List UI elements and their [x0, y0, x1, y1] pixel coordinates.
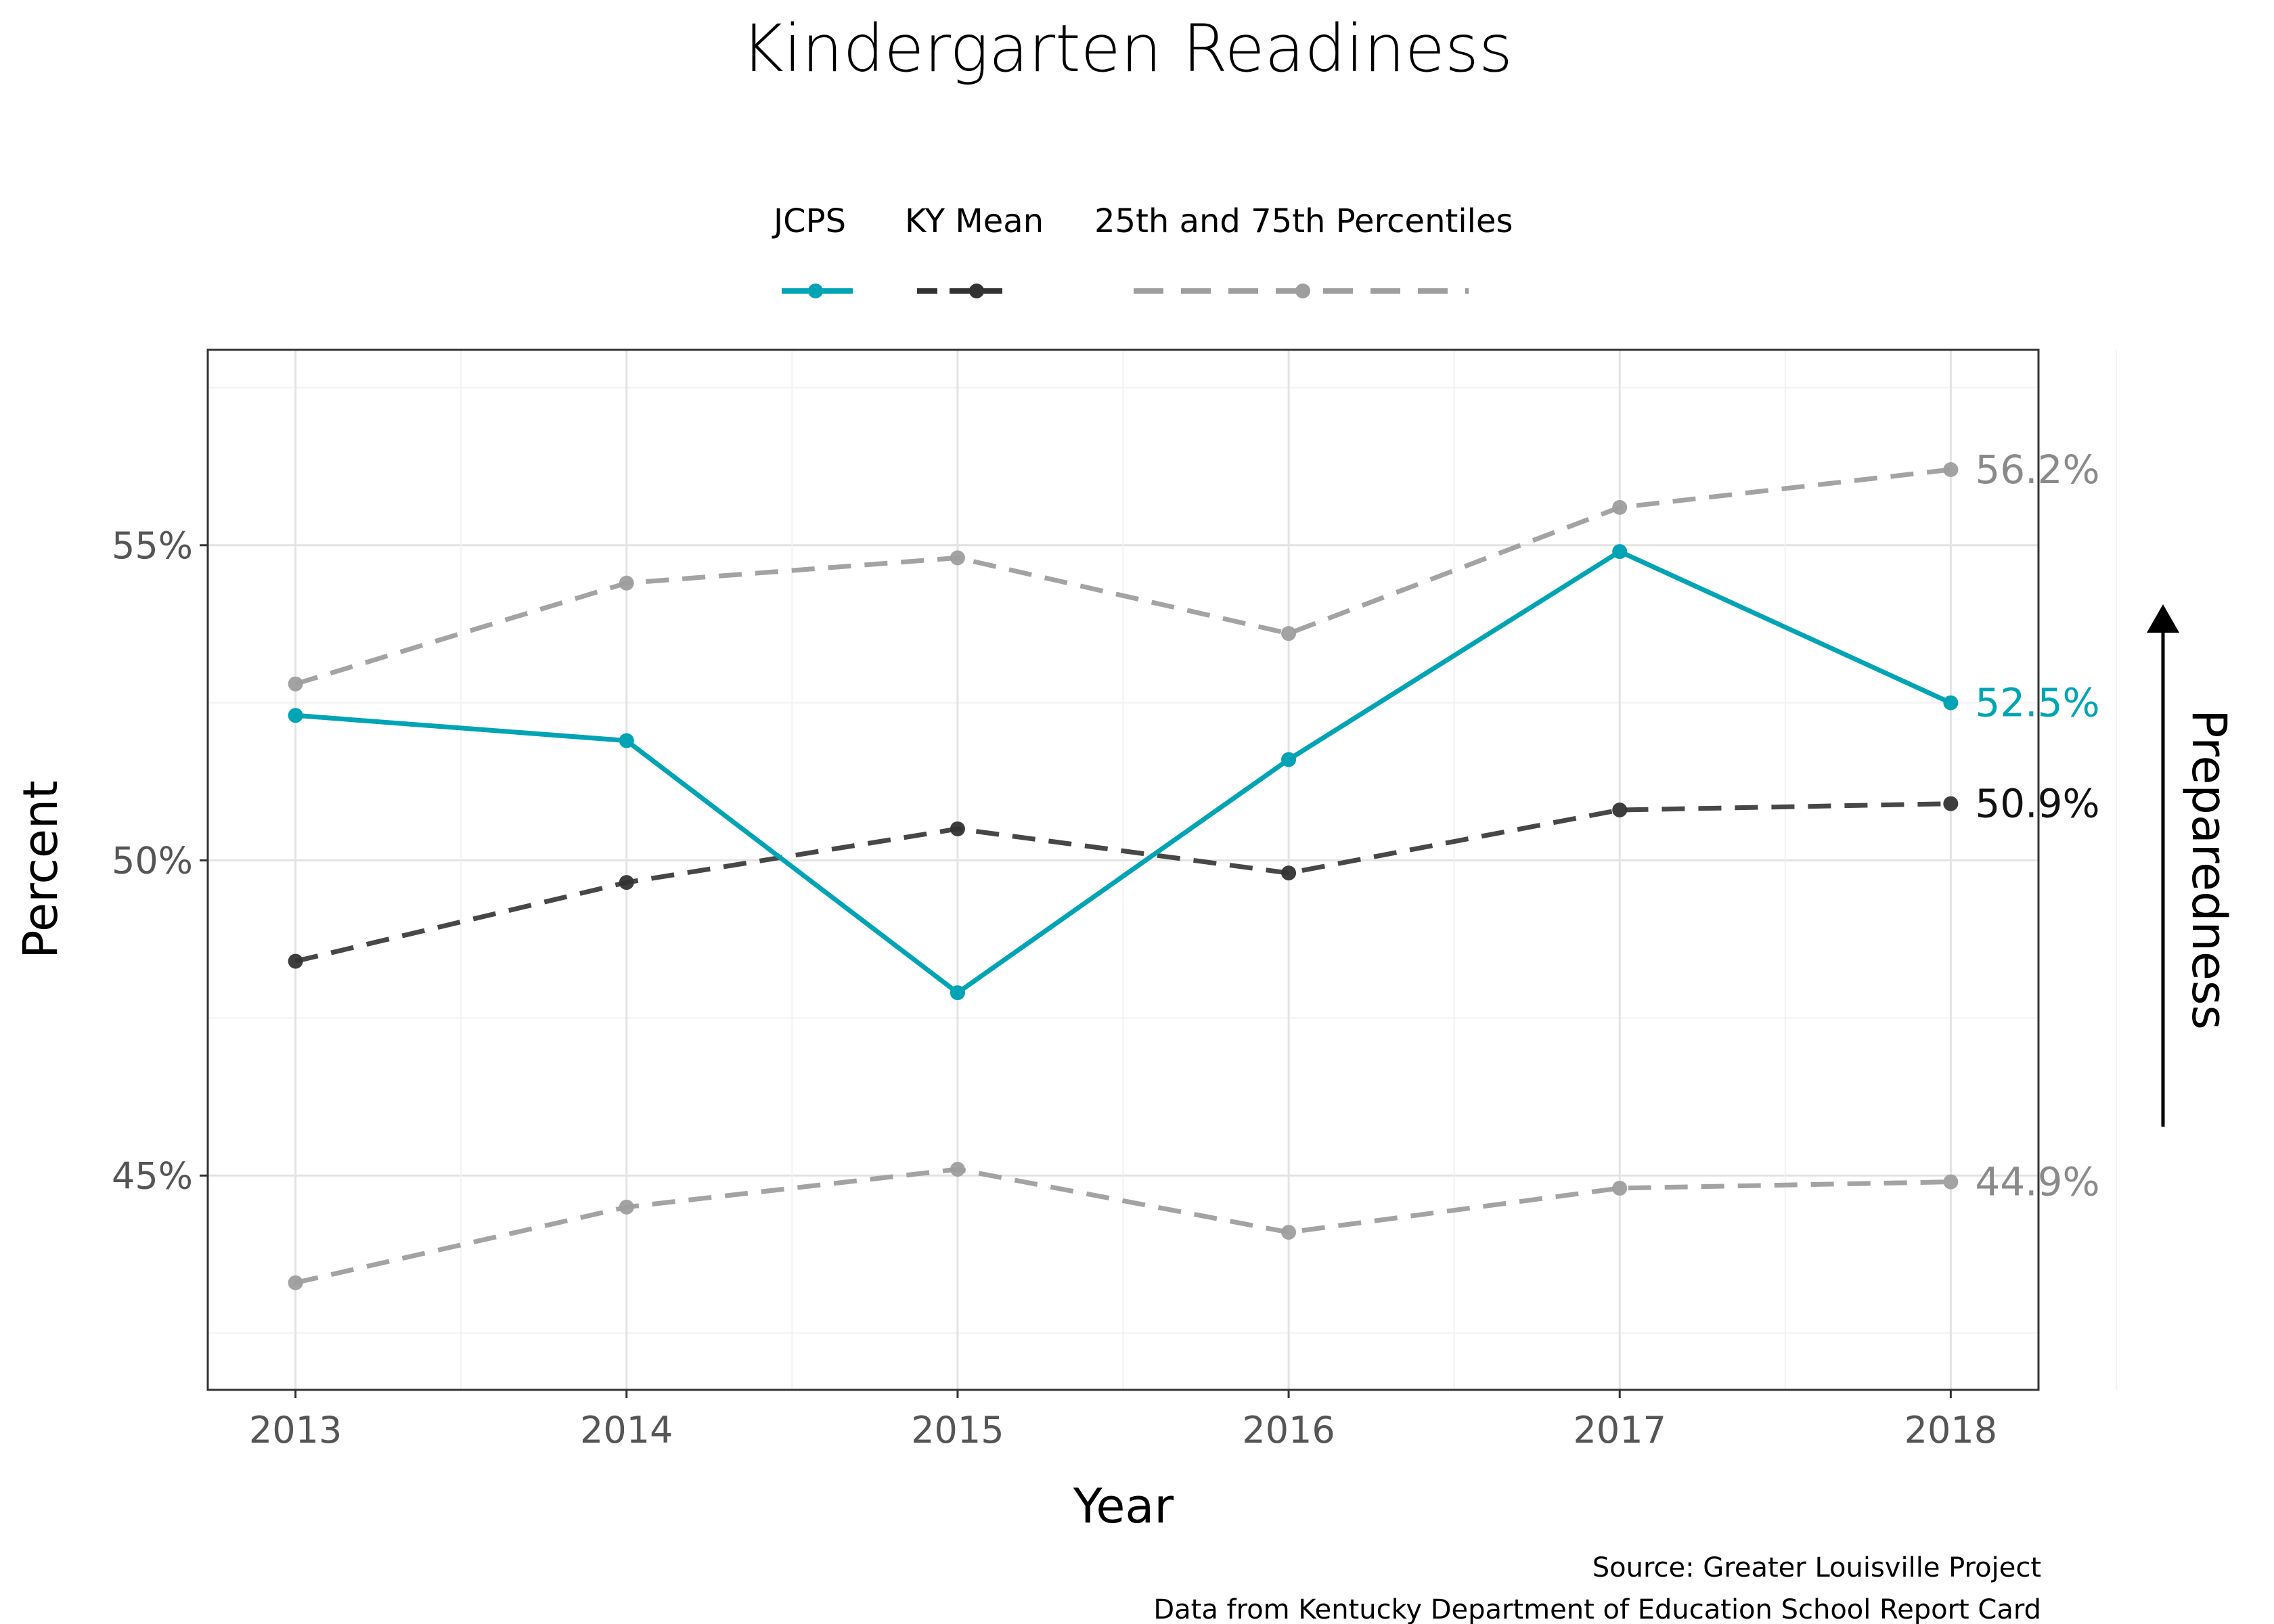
data-point: [619, 1199, 634, 1215]
end-label-1: 50.9%: [1975, 781, 2099, 827]
data-point: [950, 550, 965, 566]
data-point: [1281, 865, 1297, 881]
data-point: [1612, 1180, 1628, 1196]
end-labels: 52.5% 50.9% 56.2% 44.9%: [1975, 447, 2099, 1205]
data-point: [1943, 695, 1959, 710]
x-tick-label: 2018: [1904, 1409, 1997, 1451]
legend-key-point-2: [1295, 284, 1310, 298]
data-point: [1281, 1225, 1297, 1240]
chart-title: Kindergarten Readiness: [741, 11, 1513, 87]
data-point: [1281, 752, 1297, 767]
x-tick-label: 2015: [911, 1409, 1004, 1451]
series-line-2: [294, 467, 1951, 687]
data-point: [1612, 544, 1628, 560]
y-tick-label: 55%: [112, 524, 193, 567]
legend-key-point-0: [808, 284, 823, 298]
legend-key-point-1: [969, 284, 984, 298]
data-point: [619, 875, 634, 890]
y-axis: 45% 50% 55%: [112, 524, 208, 1197]
series-line-0: [295, 549, 1952, 995]
legend-label-ky-mean: KY Mean: [905, 202, 1044, 240]
preparedness-label: Preparedness: [2181, 709, 2237, 1030]
data-point: [1612, 803, 1628, 818]
data-point: [619, 575, 634, 591]
data-point: [950, 985, 965, 1001]
data-point: [950, 1161, 965, 1177]
grid: [208, 350, 2117, 1390]
data-point: [288, 1275, 303, 1290]
caption-data: Data from Kentucky Department of Educati…: [1153, 1594, 2041, 1624]
data-point: [288, 708, 303, 723]
y-tick-label: 50%: [112, 840, 193, 882]
y-tick-label: 45%: [112, 1154, 193, 1197]
preparedness-arrow: Preparedness: [2147, 604, 2237, 1127]
data-point: [1943, 796, 1959, 811]
data-point: [1943, 461, 1959, 477]
legend-label-percentiles: 25th and 75th Percentiles: [1094, 202, 1513, 240]
end-label-0: 52.5%: [1975, 680, 2099, 726]
series-line-3: [294, 1167, 1951, 1286]
x-tick-label: 2017: [1574, 1409, 1666, 1451]
data-point: [1612, 499, 1628, 515]
end-label-2: 56.2%: [1975, 447, 2099, 493]
legend-label-jcps: JCPS: [772, 202, 846, 240]
series-layer: [288, 461, 1959, 1290]
data-point: [1281, 626, 1297, 641]
x-axis: 2013 2014 2015 2016 2017 2018: [249, 1390, 1997, 1451]
data-point: [288, 953, 303, 969]
y-axis-title: Percent: [13, 780, 68, 958]
legend: JCPS KY Mean 25th and 75th Percentiles: [772, 202, 1513, 298]
x-tick-label: 2013: [249, 1409, 342, 1451]
x-tick-label: 2016: [1242, 1409, 1335, 1451]
caption-source: Source: Greater Louisville Project: [1592, 1552, 2041, 1583]
data-point: [619, 733, 634, 748]
x-axis-title: Year: [1073, 1479, 1174, 1534]
data-point: [288, 676, 303, 692]
data-point: [1943, 1174, 1959, 1190]
series-line-1: [294, 801, 1951, 964]
x-tick-label: 2014: [580, 1409, 673, 1451]
data-point: [950, 821, 965, 836]
plot-border: [206, 348, 2040, 1391]
end-label-3: 44.9%: [1975, 1159, 2099, 1205]
arrow-up-icon: [2147, 604, 2179, 633]
